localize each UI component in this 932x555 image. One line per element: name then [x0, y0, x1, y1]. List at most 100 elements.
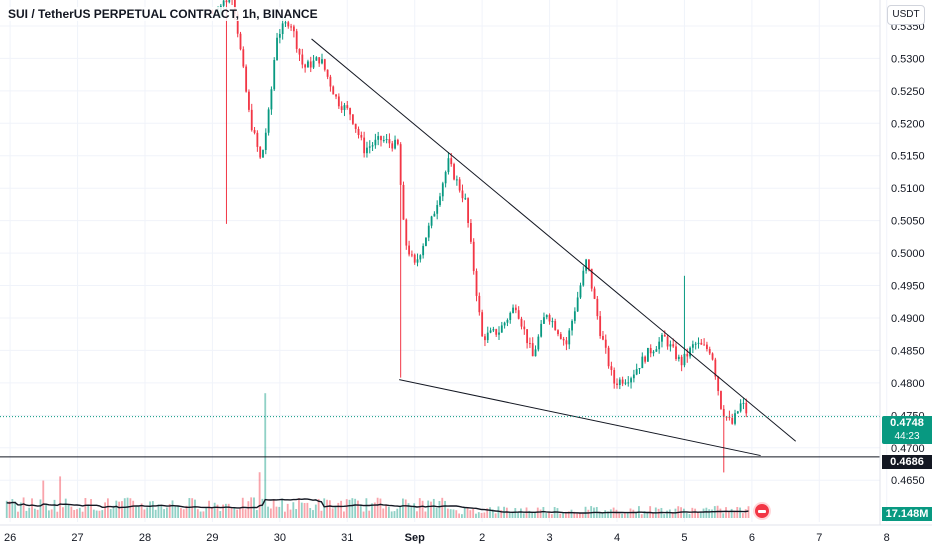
volume-bar [688, 514, 691, 518]
volume-bar [261, 498, 264, 518]
candle-body [573, 311, 576, 321]
candle-body [242, 49, 245, 67]
candle-body [366, 147, 368, 154]
volume-bar [90, 499, 92, 518]
y-tick-label: 0.4650 [891, 475, 925, 487]
volume-bar [623, 513, 626, 518]
candle-body [458, 179, 461, 191]
volume-bar [137, 506, 140, 518]
candle-body [290, 26, 292, 28]
candle-body [419, 255, 422, 260]
volume-bar [399, 506, 402, 518]
candle-body [604, 339, 607, 348]
candle-body [585, 259, 588, 271]
volume-bar [657, 508, 660, 518]
volume-bar [652, 513, 654, 518]
volume-bar [475, 513, 477, 518]
currency-button[interactable]: USDT [887, 5, 925, 25]
volume-bar [722, 513, 725, 518]
candle-body [444, 172, 447, 184]
volume-bar [548, 512, 550, 518]
volume-bar [50, 509, 53, 518]
volume-bar [146, 507, 149, 518]
candle-body [509, 312, 512, 320]
candle-body [627, 382, 630, 384]
candle-body [571, 320, 573, 331]
candle-body [708, 349, 711, 354]
candle-body [588, 259, 590, 269]
candle-body [273, 59, 276, 90]
volume-bar [387, 506, 390, 518]
candle-body [616, 383, 618, 386]
us-flag-icon[interactable] [753, 502, 771, 520]
volume-bar [118, 501, 121, 518]
candles [211, 0, 748, 473]
volume-bar [323, 498, 326, 518]
candle-body [225, 0, 228, 3]
volume-bar [292, 502, 295, 518]
volume-bar [84, 498, 87, 518]
volume-bar [520, 508, 522, 518]
candle-body [624, 382, 627, 384]
volume-bar [154, 509, 157, 518]
trendlines[interactable] [0, 38, 880, 458]
candle-body [388, 139, 391, 144]
candle-body [425, 237, 427, 246]
volume-bar [222, 504, 225, 518]
volume-bar [171, 500, 174, 518]
candle-body [228, 0, 231, 3]
x-tick-label: 28 [139, 532, 151, 544]
volume-bar [143, 509, 146, 518]
volume-bar [33, 508, 36, 518]
volume-bar [511, 511, 514, 518]
volume-bar [514, 508, 517, 518]
volume-tag: 17.148M [882, 507, 932, 521]
candle-body [337, 96, 340, 107]
candle-body [329, 76, 332, 87]
candle-body [253, 130, 256, 133]
candle-body [700, 342, 703, 345]
volume-bar [303, 503, 306, 518]
volume-bar [14, 501, 17, 518]
candle-body [413, 254, 416, 263]
volume-bar [64, 498, 67, 518]
volume-bar [205, 507, 208, 518]
volume-bar [421, 500, 424, 518]
candle-body [394, 139, 396, 149]
candle-body [295, 31, 298, 49]
candle-body [655, 349, 658, 352]
time-axis[interactable]: 26 27 28 29 30 31 Sep 2 3 4 5 6 7 8 [0, 524, 932, 544]
candle-body [340, 106, 343, 111]
y-tick-label: 0.5050 [891, 216, 925, 228]
candle-body [512, 307, 514, 313]
volume-bar [278, 506, 281, 518]
candle-body [481, 312, 484, 337]
volume-bar [545, 513, 548, 518]
x-tick-label: Sep [405, 532, 425, 544]
candle-body [644, 356, 647, 362]
candle-body [396, 139, 399, 145]
candle-body [309, 61, 312, 68]
candle-body [717, 376, 720, 392]
candle-body [464, 198, 467, 200]
volume-bar [11, 499, 14, 518]
volume-bar [135, 506, 137, 518]
candle-body [239, 33, 242, 50]
candle-body [689, 347, 691, 357]
volume-bar [247, 501, 250, 518]
y-tick-label: 0.5250 [891, 86, 925, 98]
x-tick-label: 6 [749, 532, 755, 544]
volume-bar [70, 506, 73, 518]
volume-bar [458, 513, 461, 518]
volume-bar [666, 510, 668, 518]
candle-body [602, 335, 604, 340]
volume-bar [149, 501, 151, 518]
volume-bar [98, 510, 101, 518]
volume-bar [309, 507, 312, 518]
x-tick-label: 30 [274, 532, 286, 544]
candle-body [357, 128, 360, 136]
candle-body [416, 259, 419, 263]
volume-bar [562, 512, 564, 518]
volume-bar [452, 509, 455, 518]
